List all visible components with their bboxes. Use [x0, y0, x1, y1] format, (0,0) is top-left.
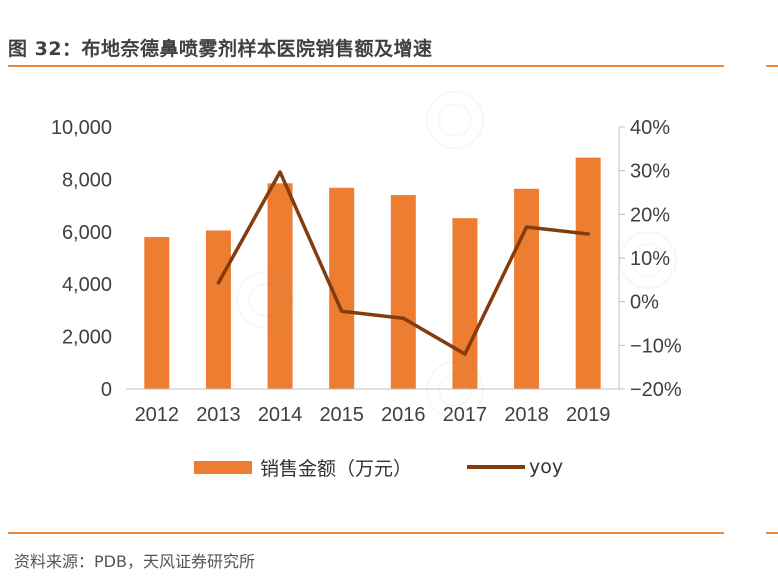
bar-2012 [144, 237, 170, 389]
bar-2019 [575, 157, 601, 389]
bar-2018 [514, 188, 540, 389]
yoy-point-2013 [216, 281, 220, 285]
y-left-tick-label: 6,000 [62, 222, 112, 244]
yoy-point-2017 [463, 352, 467, 356]
footer-rule [8, 532, 724, 534]
x-tick-label: 2015 [319, 404, 364, 426]
y-right-tick-label: 30% [630, 161, 670, 183]
x-tick-label: 2013 [196, 404, 241, 426]
footer-rule-side [766, 532, 778, 534]
y-left-tick-label: 8,000 [62, 169, 112, 191]
x-tick-label: 2016 [381, 404, 426, 426]
y-right-tick-label: 0% [630, 292, 659, 314]
x-tick-label: 2018 [504, 404, 549, 426]
y-right-tick-label: 40% [630, 117, 670, 139]
legend-item-yoy: yoy [467, 452, 563, 482]
y-left-tick-label: 2,000 [62, 327, 112, 349]
yoy-point-2016 [401, 316, 405, 320]
yoy-point-2014 [278, 170, 282, 174]
yoy-point-2015 [340, 309, 344, 313]
legend-label-sales: 销售金额（万元） [260, 457, 413, 480]
y-right-tick-label: 10% [630, 248, 670, 270]
legend-label-yoy: yoy [529, 456, 564, 478]
header-rule-side [766, 65, 778, 67]
chart-plot: 0 2,000 4,000 6,000 8,000 10,000 −20% −10% 0% 10%… [51, 117, 682, 426]
y-left-tick-label: 0 [101, 379, 112, 401]
legend: 销售金额（万元） yoy [0, 452, 778, 482]
legend-swatch-line [467, 465, 525, 469]
x-tick-label: 2014 [258, 404, 303, 426]
x-tick-label: 2019 [566, 404, 611, 426]
y-right-tick-label: 20% [630, 204, 670, 226]
y-left-tick-label: 10,000 [51, 117, 112, 139]
x-tick-label: 2017 [443, 404, 488, 426]
yoy-point-2019 [586, 232, 590, 236]
legend-swatch-bar [194, 460, 252, 474]
x-tick-label: 2012 [135, 404, 180, 426]
yoy-point-2018 [525, 225, 529, 229]
bar-2014 [267, 183, 293, 389]
axes: 0 2,000 4,000 6,000 8,000 10,000 −20% −10% 0% 10%… [51, 117, 682, 426]
bar-series [144, 157, 601, 389]
bar-2017 [452, 218, 478, 389]
y-left-tick-label: 4,000 [62, 274, 112, 296]
chart-title: 图 32：布地奈德鼻喷雾剂样本医院销售额及增速 [8, 38, 433, 60]
bar-2013 [205, 230, 231, 389]
source-note: 资料来源：PDB，天风证券研究所 [14, 552, 255, 571]
y-right-tick-label: −10% [630, 335, 682, 357]
header-rule [8, 65, 724, 67]
line-series [216, 170, 590, 356]
bar-2016 [390, 195, 416, 389]
legend-item-sales: 销售金额（万元） [194, 452, 412, 482]
y-right-tick-label: −20% [630, 379, 682, 401]
